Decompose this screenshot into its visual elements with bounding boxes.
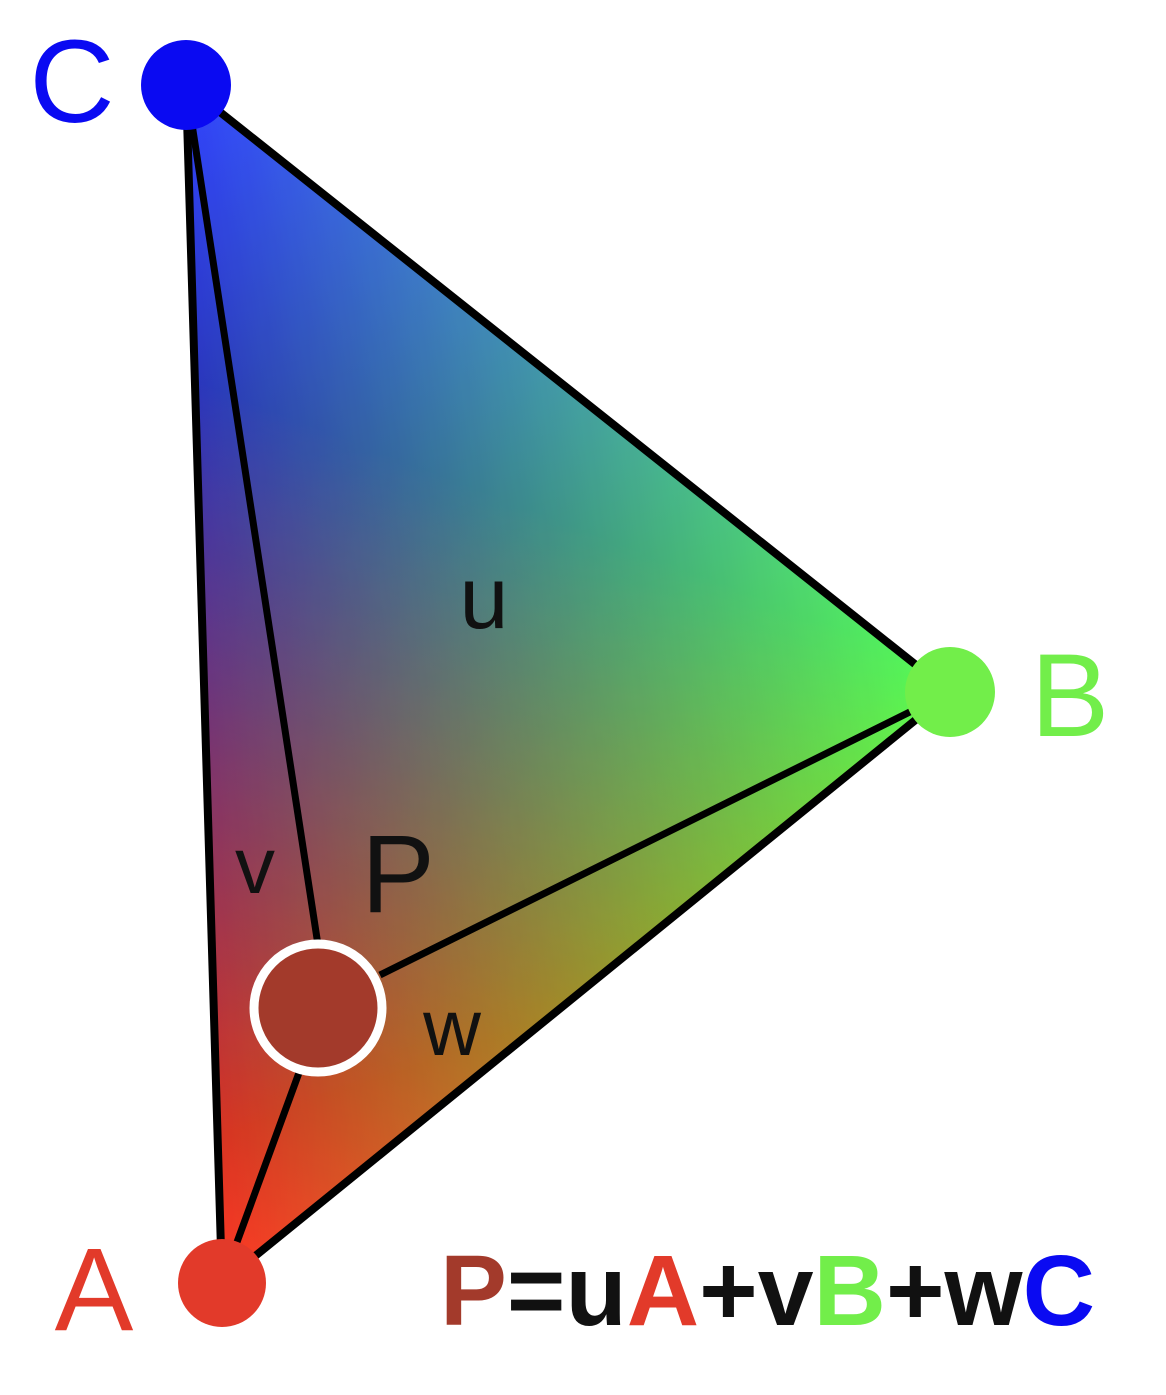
- formula-plus-w: +w: [886, 1235, 1023, 1347]
- point-p-marker: [249, 939, 387, 1077]
- line-p-to-c: [182, 84, 322, 946]
- vertex-a-dot: [178, 1239, 266, 1327]
- triangle-outline: [182, 81, 954, 1287]
- vertex-c-dot: [141, 40, 231, 130]
- formula-plus-v: +v: [699, 1235, 814, 1347]
- weight-w-label: w: [422, 983, 481, 1072]
- formula-c: C: [1023, 1235, 1095, 1347]
- vertex-b-label: B: [1031, 630, 1110, 762]
- formula-b: B: [814, 1235, 886, 1347]
- weight-v-label: v: [235, 821, 275, 910]
- triangle-fill: [186, 85, 950, 1283]
- weight-u-label: u: [460, 548, 509, 647]
- formula-eq-u: =u: [507, 1235, 627, 1347]
- point-p-label: P: [361, 813, 434, 936]
- vertex-b-dot: [905, 647, 995, 737]
- vertex-c-label: C: [29, 16, 114, 148]
- vertex-a-label: A: [55, 1224, 134, 1356]
- formula-p: P: [440, 1235, 507, 1347]
- formula-a: A: [627, 1235, 699, 1347]
- formula: P=uA+vB+wC: [440, 1235, 1095, 1347]
- line-p-to-b: [378, 688, 952, 979]
